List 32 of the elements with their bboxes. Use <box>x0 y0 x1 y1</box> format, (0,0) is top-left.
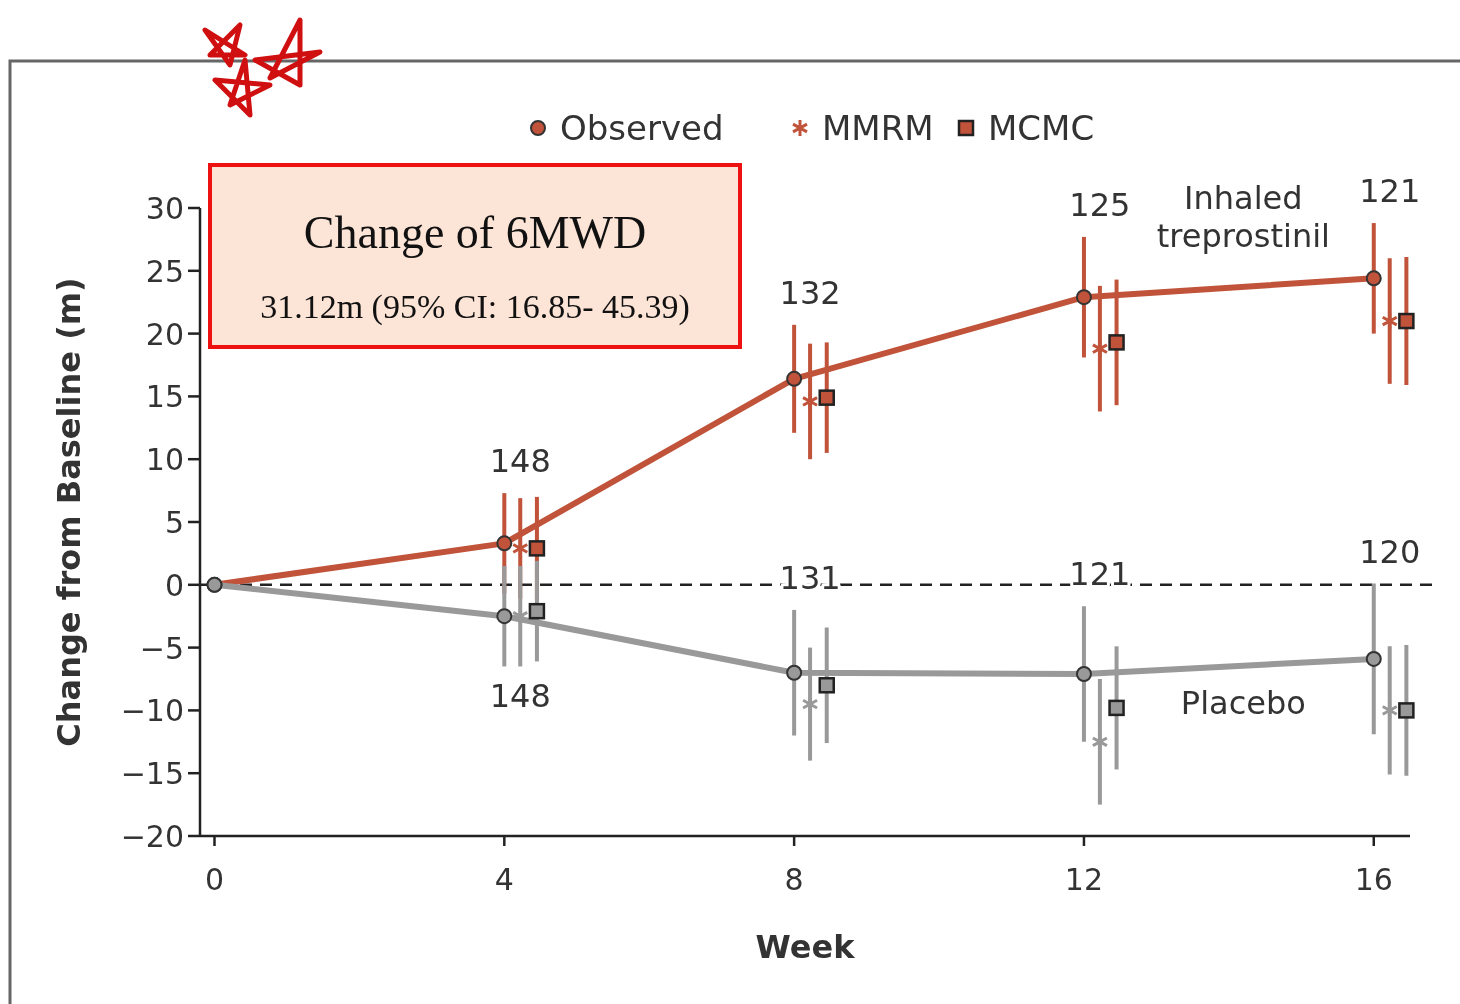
y-tick-label: 5 <box>164 505 184 540</box>
legend-label: MCMC <box>988 108 1095 148</box>
x-tick-label: 0 <box>204 862 225 897</box>
y-tick-label: −20 <box>120 819 184 854</box>
annotation: 120 <box>1359 532 1421 571</box>
legend-label: Observed <box>560 108 724 148</box>
x-axis-title: Week <box>755 928 856 966</box>
annotation: 121 <box>1359 172 1421 211</box>
annotation: 148 <box>489 442 551 481</box>
y-tick-label: −15 <box>120 756 184 792</box>
annotation: 148 <box>489 677 551 716</box>
y-tick-label: 15 <box>145 379 184 415</box>
y-tick-label: 25 <box>145 253 184 289</box>
y-tick-label: 30 <box>145 191 184 226</box>
annotation: 121 <box>1069 555 1131 594</box>
annotation: 31.12m (95% CI: 16.85- 45.39) <box>260 288 690 326</box>
x-tick-label: 16 <box>1354 862 1393 897</box>
legend-label: MMRM <box>822 108 934 148</box>
x-tick-label: 8 <box>784 862 804 897</box>
annotation: 125 <box>1069 185 1131 224</box>
y-tick-label: −5 <box>139 630 184 666</box>
y-tick-label: 10 <box>145 442 184 478</box>
y-tick-label: −10 <box>120 693 184 729</box>
annotation: Inhaled treprostinil <box>1156 179 1330 256</box>
annotation: Placebo <box>1180 684 1306 723</box>
annotation: Change of 6MWD <box>303 207 647 258</box>
x-tick-label: 12 <box>1064 862 1104 897</box>
y-axis-title: Change from Baseline (m) <box>50 277 88 747</box>
annotation: 132 <box>779 273 841 312</box>
y-tick-label: 0 <box>164 567 184 603</box>
x-tick-label: 4 <box>494 862 514 897</box>
y-tick-label: 20 <box>145 316 184 352</box>
